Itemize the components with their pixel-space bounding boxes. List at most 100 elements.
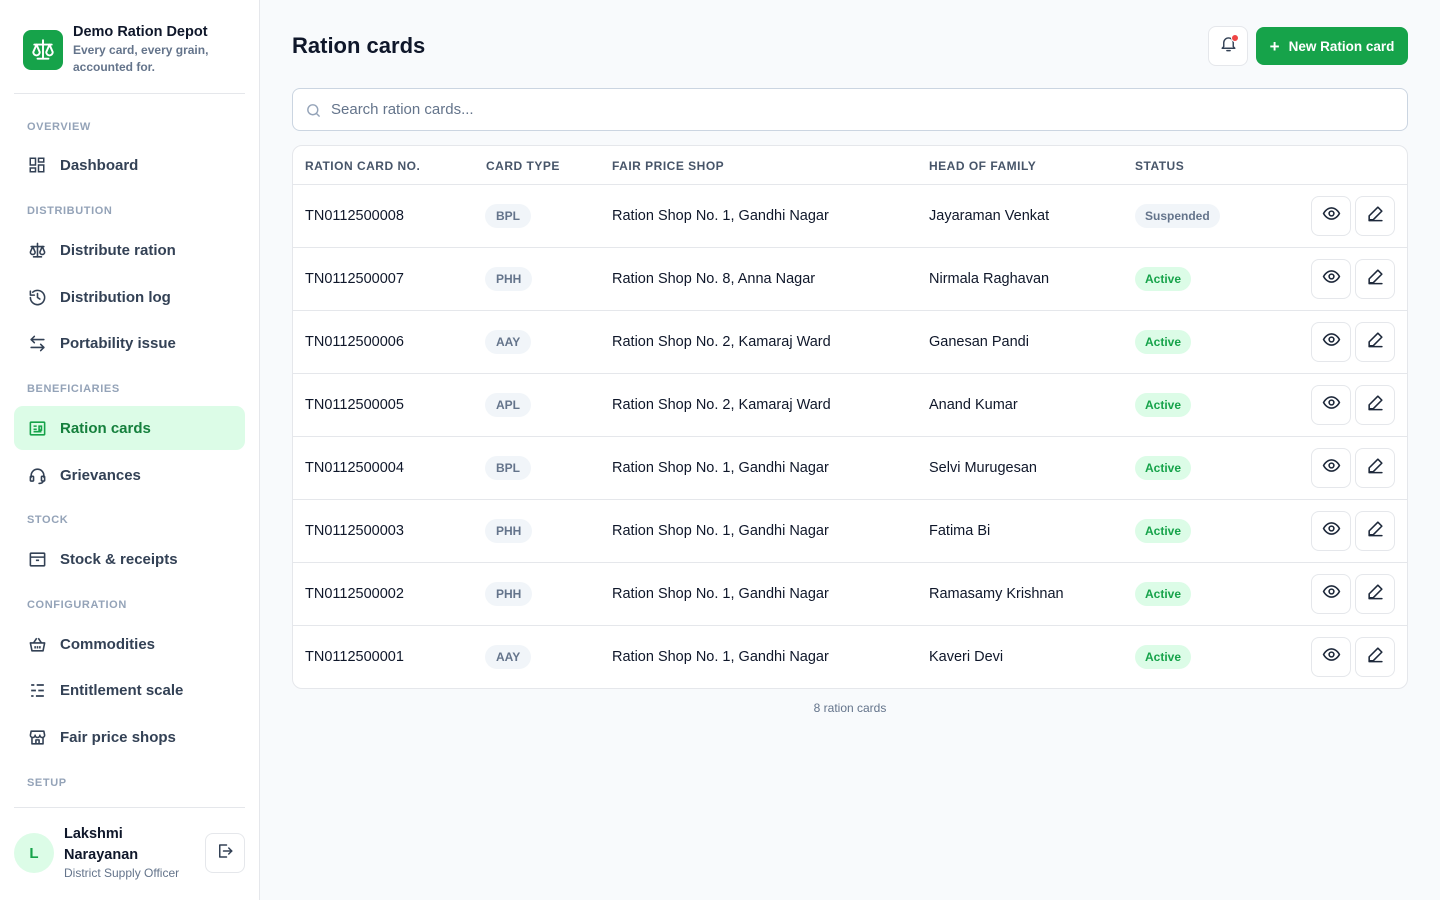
fair-price-shop: Ration Shop No. 2, Kamaraj Ward (612, 334, 831, 350)
eye-icon (1322, 645, 1341, 669)
view-button[interactable] (1311, 574, 1351, 614)
ration-cards-table: RATION CARD NO. CARD TYPE FAIR PRICE SHO… (292, 145, 1408, 689)
sidebar-item-stock-receipts[interactable]: Stock & receipts (14, 537, 245, 581)
sidebar-item-ration-cards[interactable]: Ration cards (14, 406, 245, 450)
column-header-status: STATUS (1135, 159, 1185, 173)
head-of-family: Fatima Bi (929, 523, 991, 539)
edit-button[interactable] (1355, 385, 1395, 425)
sidebar-item-grievances[interactable]: Grievances (14, 453, 245, 497)
view-button[interactable] (1311, 322, 1351, 362)
edit-button[interactable] (1355, 196, 1395, 236)
view-button[interactable] (1311, 196, 1351, 236)
section-stock: STOCK (27, 514, 69, 526)
card-type-badge: AAY (485, 330, 532, 354)
table-row: TN0112500004 BPL Ration Shop No. 1, Gandhi… (293, 437, 1407, 500)
history-icon (27, 287, 47, 307)
fair-price-shop: Ration Shop No. 1, Gandhi Nagar (612, 460, 829, 476)
head-of-family: Selvi Murugesan (929, 460, 1037, 476)
brand-tagline: Every card, every grain, accounted for. (73, 43, 209, 74)
card-type-badge: BPL (485, 456, 531, 480)
card-number: TN0112500005 (305, 397, 404, 413)
view-button[interactable] (1311, 511, 1351, 551)
sidebar-item-label: Entitlement scale (60, 681, 184, 699)
head-of-family: Ganesan Pandi (929, 334, 1029, 350)
fair-price-shop: Ration Shop No. 8, Anna Nagar (612, 271, 816, 287)
pencil-icon (1366, 456, 1385, 480)
view-button[interactable] (1311, 385, 1351, 425)
archive-icon (27, 549, 47, 569)
table-row: TN0112500002 PHH Ration Shop No. 1, Gandhi… (293, 563, 1407, 626)
search-input[interactable] (331, 90, 1391, 129)
sidebar-item-commodities[interactable]: Commodities (14, 622, 245, 666)
edit-button[interactable] (1355, 637, 1395, 677)
page-title: Ration cards (292, 33, 426, 58)
status-badge: Active (1135, 393, 1192, 417)
sidebar-item-distribute-ration[interactable]: Distribute ration (14, 228, 245, 272)
eye-icon (1322, 330, 1341, 354)
edit-button[interactable] (1355, 574, 1395, 614)
table-row: TN0112500001 AAY Ration Shop No. 1, Gandhi… (293, 626, 1407, 688)
sidebar-item-label: Distribution log (60, 288, 171, 306)
id-card-icon (27, 418, 47, 438)
eye-icon (1322, 456, 1341, 480)
sidebar-item-label: Stock & receipts (60, 550, 178, 568)
search-icon (305, 102, 322, 124)
sidebar-item-label: Ration cards (60, 419, 151, 437)
head-of-family: Kaveri Devi (929, 649, 1004, 665)
fair-price-shop: Ration Shop No. 1, Gandhi Nagar (612, 523, 829, 539)
table-header: RATION CARD NO. CARD TYPE FAIR PRICE SHO… (293, 146, 1407, 185)
edit-button[interactable] (1355, 448, 1395, 488)
sidebar-item-fair-price-shops[interactable]: Fair price shops (14, 715, 245, 759)
status-badge: Active (1135, 582, 1192, 606)
edit-button[interactable] (1355, 511, 1395, 551)
column-header-card-no: RATION CARD NO. (305, 159, 421, 173)
sidebar-item-label: Fair price shops (60, 728, 176, 746)
store-icon (27, 727, 47, 747)
sidebar-item-distribution-log[interactable]: Distribution log (14, 275, 245, 319)
eye-icon (1322, 582, 1341, 606)
scale-logo-icon (23, 30, 63, 70)
card-number: TN0112500007 (305, 271, 404, 287)
fair-price-shop: Ration Shop No. 1, Gandhi Nagar (612, 208, 829, 224)
view-button[interactable] (1311, 637, 1351, 677)
card-type-badge: BPL (485, 204, 531, 228)
sidebar-item-dashboard[interactable]: Dashboard (14, 143, 245, 187)
card-type-badge: PHH (485, 267, 533, 291)
status-badge: Suspended (1135, 204, 1220, 228)
card-type-badge: PHH (485, 519, 533, 543)
edit-button[interactable] (1355, 259, 1395, 299)
notifications-button[interactable] (1208, 26, 1248, 66)
pencil-icon (1366, 393, 1385, 417)
notification-dot (1231, 34, 1239, 42)
view-button[interactable] (1311, 448, 1351, 488)
brand: Demo Ration Depot Every card, every grai… (14, 22, 245, 94)
user-name: Lakshmi Narayanan (64, 826, 139, 863)
card-number: TN0112500001 (305, 649, 404, 665)
sidebar-item-label: Portability issue (60, 334, 176, 352)
search-box (292, 88, 1408, 131)
sidebar-item-portability-issue[interactable]: Portability issue (14, 321, 245, 365)
logout-button[interactable] (205, 833, 245, 873)
fair-price-shop: Ration Shop No. 1, Gandhi Nagar (612, 586, 829, 602)
head-of-family: Jayaraman Venkat (929, 208, 1050, 224)
sidebar-item-entitlement-scale[interactable]: Entitlement scale (14, 668, 245, 712)
sidebar-item-label: Dashboard (60, 156, 139, 174)
scale-icon (27, 240, 47, 260)
section-setup: SETUP (27, 777, 67, 789)
pencil-icon (1366, 645, 1385, 669)
new-ration-card-button[interactable]: + New Ration card (1256, 27, 1408, 65)
card-type-badge: AAY (485, 645, 532, 669)
edit-button[interactable] (1355, 322, 1395, 362)
table-row: TN0112500008 BPL Ration Shop No. 1, Gandhi… (293, 185, 1407, 248)
fair-price-shop: Ration Shop No. 2, Kamaraj Ward (612, 397, 831, 413)
section-configuration: CONFIGURATION (27, 599, 127, 611)
section-distribution: DISTRIBUTION (27, 205, 113, 217)
column-header-fair-price-shop: FAIR PRICE SHOP (612, 159, 725, 173)
sidebar-item-label: Commodities (60, 635, 156, 653)
view-button[interactable] (1311, 259, 1351, 299)
status-badge: Active (1135, 330, 1192, 354)
pencil-icon (1366, 330, 1385, 354)
swap-icon (27, 333, 47, 353)
user-profile: L Lakshmi Narayanan District Supply Offi… (14, 807, 245, 900)
eye-icon (1322, 519, 1341, 543)
